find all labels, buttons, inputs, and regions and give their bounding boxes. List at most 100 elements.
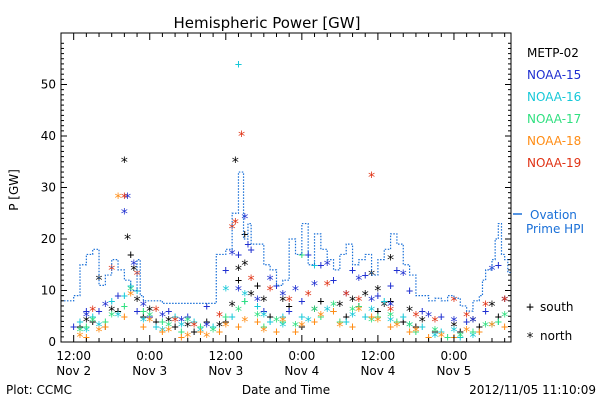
data-point: *: [184, 330, 192, 346]
data-point: +: [171, 309, 178, 323]
data-point: *: [348, 309, 356, 325]
data-point: *: [120, 155, 128, 171]
data-point: *: [380, 299, 388, 315]
data-point: +: [330, 304, 337, 318]
data-point: *: [412, 325, 420, 341]
data-point: +: [469, 325, 476, 339]
data-point: +: [406, 284, 413, 298]
data-point: +: [292, 325, 299, 339]
data-point: +: [178, 330, 185, 344]
data-point: *: [450, 294, 458, 310]
data-point: *: [146, 309, 154, 325]
data-point: +: [108, 294, 115, 308]
data-point: *: [450, 314, 458, 330]
data-point: +: [311, 258, 318, 272]
data-point: *: [209, 325, 217, 341]
data-point: *: [456, 330, 464, 346]
data-point: +: [362, 268, 369, 282]
data-point: *: [291, 284, 299, 300]
data-point: +: [476, 325, 483, 339]
data-point: *: [317, 309, 325, 325]
data-point: *: [158, 309, 166, 325]
series-group: **********************: [76, 284, 509, 346]
x-tick-label-date: Nov 2: [56, 364, 91, 378]
x-tick-label-date: Nov 3: [132, 364, 167, 378]
data-point: +: [355, 299, 362, 313]
chart-title: Hemispheric Power [GW]: [174, 14, 361, 32]
data-point: +: [121, 299, 128, 313]
data-point: +: [374, 309, 381, 323]
data-point: *: [367, 304, 375, 320]
marker-legend-label: north: [540, 329, 572, 343]
data-point: +: [400, 309, 407, 323]
data-point: *: [177, 320, 185, 336]
data-point: +: [260, 320, 267, 334]
data-point: *: [348, 294, 356, 310]
data-point: +: [419, 320, 426, 334]
data-point: +: [349, 263, 356, 277]
data-point: *: [228, 299, 236, 315]
data-point: *: [120, 206, 128, 222]
x-tick-label-time: 0:00: [288, 349, 315, 363]
ovation-legend-label: Ovation: [530, 208, 577, 222]
data-point: +: [83, 304, 90, 318]
data-point: +: [222, 263, 229, 277]
data-point: *: [196, 325, 204, 341]
data-point: *: [450, 325, 458, 341]
y-tick-label: 50: [41, 78, 56, 92]
data-point: +: [273, 278, 280, 292]
x-tick-label-date: Nov 3: [208, 364, 243, 378]
data-point: +: [349, 320, 356, 334]
series-group: + ++ +++ ++++ +++ +++ ++ + ++: [83, 247, 502, 343]
data-point: +: [235, 57, 242, 71]
data-point: +: [298, 309, 305, 323]
data-point: *: [114, 191, 122, 207]
data-point: *: [241, 314, 249, 330]
data-point: *: [488, 263, 496, 279]
data-point: *: [76, 330, 84, 346]
data-point: *: [481, 320, 489, 336]
data-point: +: [235, 320, 242, 334]
data-point: +: [241, 227, 248, 241]
data-point: +: [374, 304, 381, 318]
data-point: +: [152, 320, 159, 334]
data-point: *: [76, 325, 84, 341]
data-point: +: [400, 314, 407, 328]
data-point: +: [171, 320, 178, 334]
data-point: +: [457, 330, 464, 344]
data-point: *: [247, 273, 255, 289]
data-point: *: [231, 155, 239, 171]
data-point: *: [234, 263, 242, 279]
data-point: +: [381, 294, 388, 308]
data-point: +: [241, 294, 248, 308]
data-point: +: [146, 309, 153, 323]
data-point: +: [190, 325, 197, 339]
data-point: *: [215, 309, 223, 325]
data-point: +: [317, 258, 324, 272]
legend-entry: NOAA-18: [527, 134, 581, 148]
data-point: +: [260, 304, 267, 318]
data-point: *: [355, 294, 363, 310]
data-point: +: [89, 314, 96, 328]
data-point: +: [476, 320, 483, 334]
data-point: +: [387, 278, 394, 292]
data-point: *: [488, 320, 496, 336]
footer-left: Plot: CCMC: [6, 383, 72, 397]
data-point: +: [216, 325, 223, 339]
data-point: *: [228, 222, 236, 238]
data-point: *: [126, 284, 134, 300]
data-point: *: [481, 299, 489, 315]
data-point: +: [387, 294, 394, 308]
data-point: *: [386, 314, 394, 330]
x-tick-label-time: 0:00: [136, 349, 163, 363]
series-group: ********* * ****** * ** * * ******* * ** *: [82, 155, 509, 336]
data-point: *: [203, 320, 211, 336]
data-point: *: [279, 320, 287, 336]
data-point: *: [424, 309, 432, 325]
data-point: +: [184, 309, 191, 323]
data-point: *: [247, 289, 255, 305]
data-point: *: [133, 294, 141, 310]
series-group: ******* * ******* * ***** *** * ***: [82, 191, 509, 336]
data-point: *: [95, 320, 103, 336]
data-point: +: [336, 314, 343, 328]
